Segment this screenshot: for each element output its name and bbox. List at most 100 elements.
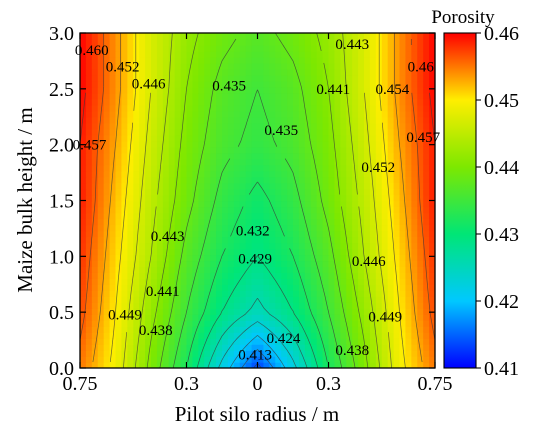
heatmap-cell <box>405 326 413 333</box>
heatmap-cell <box>423 254 430 262</box>
heatmap-cell <box>115 356 123 363</box>
heatmap-cell <box>91 338 99 345</box>
heatmap-cell <box>103 38 111 46</box>
heatmap-cell <box>429 146 435 154</box>
heatmap-cell <box>316 350 324 357</box>
heatmap-cell <box>393 296 401 303</box>
heatmap-cell <box>133 182 140 190</box>
heatmap-cell <box>198 356 205 363</box>
heatmap-cell <box>133 152 140 160</box>
heatmap-cell <box>222 182 229 190</box>
heatmap-cell <box>393 326 401 333</box>
heatmap-cell <box>85 122 93 130</box>
heatmap-cell <box>216 182 223 190</box>
heatmap-cell <box>156 80 164 88</box>
heatmap-cell <box>346 38 353 46</box>
heatmap-cell <box>109 80 117 88</box>
heatmap-cell <box>387 296 395 303</box>
heatmap-cell <box>156 248 164 256</box>
y-axis-title: Maize bulk height / m <box>13 107 37 292</box>
heatmap-cell <box>352 80 359 88</box>
heatmap-cell <box>239 356 247 363</box>
heatmap-cell <box>340 110 347 118</box>
heatmap-cell <box>227 326 235 333</box>
heatmap-cell <box>322 116 330 124</box>
heatmap-cell <box>162 50 170 58</box>
heatmap-cell <box>358 266 365 273</box>
contour-label: 0.452 <box>361 160 395 176</box>
heatmap-cell <box>322 176 330 184</box>
contour-label: 0.457 <box>73 138 107 154</box>
heatmap-cell <box>304 44 312 52</box>
heatmap-cell <box>103 332 111 339</box>
heatmap-cell <box>121 290 129 297</box>
heatmap-cell <box>245 104 253 112</box>
heatmap-cell <box>399 182 407 190</box>
heatmap-cell <box>168 158 176 166</box>
heatmap-cell <box>393 224 401 232</box>
heatmap-cell <box>429 134 435 142</box>
heatmap-cell <box>381 38 389 46</box>
heatmap-cell <box>245 260 253 267</box>
heatmap-cell <box>97 170 105 178</box>
heatmap-cell <box>204 44 211 52</box>
heatmap-cell <box>358 152 365 160</box>
heatmap-cell <box>358 104 365 112</box>
heatmap-cell <box>121 248 129 256</box>
heatmap-cell <box>287 350 294 357</box>
heatmap-cell <box>287 176 294 184</box>
heatmap-cell <box>334 146 342 154</box>
heatmap-cell <box>91 33 99 40</box>
heatmap-cell <box>352 92 359 100</box>
heatmap-cell <box>139 116 146 124</box>
heatmap-cell <box>269 314 276 321</box>
heatmap-cell <box>375 104 383 112</box>
heatmap-cell <box>97 254 105 262</box>
heatmap-cell <box>399 194 407 202</box>
heatmap-cell <box>251 284 259 291</box>
heatmap-cell <box>340 314 347 321</box>
heatmap-cell <box>304 200 312 208</box>
heatmap-cell <box>233 302 241 309</box>
heatmap-cell <box>328 236 336 244</box>
heatmap-cell <box>263 74 271 82</box>
heatmap-cell <box>109 344 117 351</box>
contour-line <box>241 349 274 368</box>
heatmap-cell <box>405 50 413 58</box>
heatmap-cell <box>358 350 365 357</box>
heatmap-cell <box>227 92 235 100</box>
contour-line <box>109 33 406 368</box>
heatmap-cell <box>364 356 371 363</box>
heatmap-cell <box>216 272 223 279</box>
heatmap-cell <box>145 236 152 244</box>
heatmap-cell <box>227 134 235 142</box>
heatmap-cell <box>109 278 117 285</box>
heatmap-cell <box>257 62 265 70</box>
heatmap-cell <box>109 182 117 190</box>
heatmap-cell <box>156 158 164 166</box>
heatmap-cell <box>180 290 188 297</box>
heatmap-cell <box>364 152 371 160</box>
heatmap-cell <box>411 278 418 285</box>
heatmap-cell <box>358 206 365 214</box>
heatmap-cell <box>156 194 164 202</box>
heatmap-cell <box>346 290 353 297</box>
heatmap-cell <box>91 110 99 118</box>
heatmap-cell <box>322 38 330 46</box>
heatmap-cell <box>251 44 259 52</box>
heatmap-cell <box>222 86 229 94</box>
heatmap-cell <box>387 122 395 130</box>
heatmap-cell <box>145 338 152 345</box>
heatmap-cell <box>257 224 265 232</box>
heatmap-cell <box>393 80 401 88</box>
heatmap-cell <box>180 128 188 136</box>
heatmap-cell <box>85 140 93 148</box>
heatmap-cell <box>192 68 200 76</box>
heatmap-cell <box>103 284 111 291</box>
heatmap-cell <box>156 50 164 58</box>
heatmap-cell <box>210 356 217 363</box>
heatmap-cell <box>162 224 170 232</box>
heatmap-cell <box>423 33 430 40</box>
heatmap-cell <box>263 266 271 273</box>
heatmap-cell <box>281 350 288 357</box>
